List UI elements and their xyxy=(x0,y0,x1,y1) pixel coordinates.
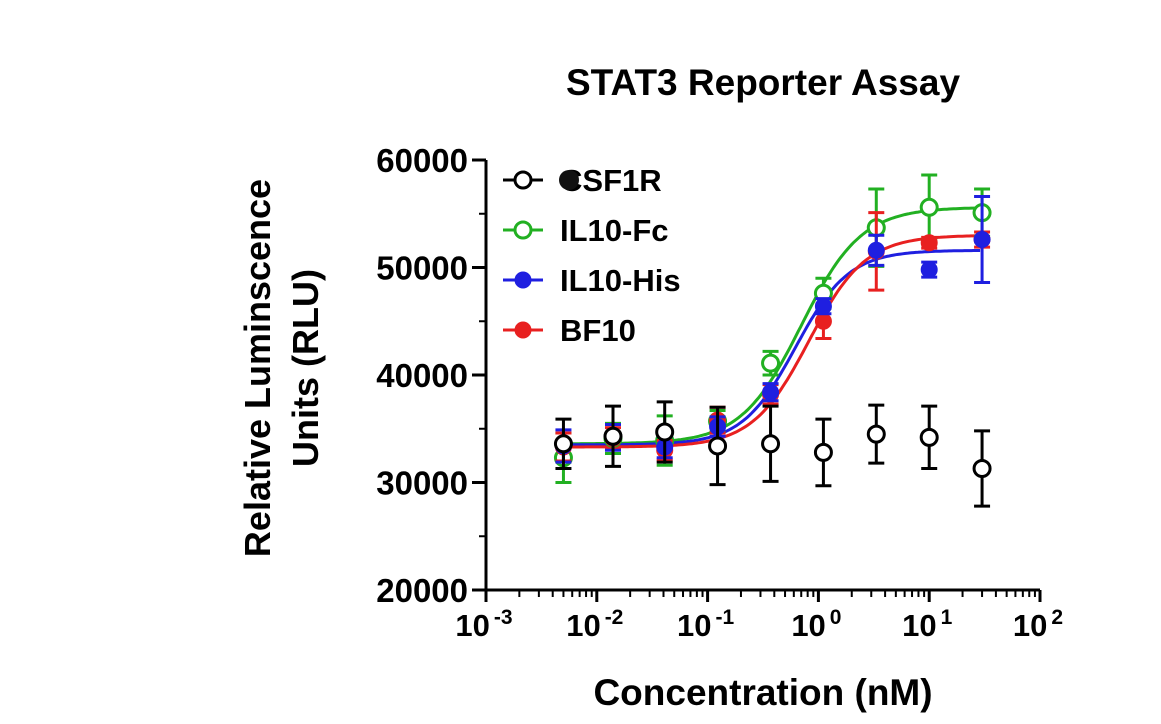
data-point xyxy=(813,442,833,462)
series-csf1r xyxy=(553,400,992,508)
axes: 20000 30000 40000 50000 60000 10 -3 10 -2 10 -1 10 0… xyxy=(376,142,1063,643)
data-point xyxy=(920,234,938,252)
x-tick-label: 10 -1 xyxy=(677,606,734,643)
legend-entry-bf10: BF10 xyxy=(503,313,636,348)
legend: CSF1R IL10-Fc IL10-His BF10 xyxy=(503,163,681,348)
x-tick-label: 10 1 xyxy=(902,606,952,643)
legend-marker xyxy=(514,271,532,289)
legend-entry-il10-his: IL10-His xyxy=(503,263,681,298)
x-tick-label: 10 -3 xyxy=(455,606,512,643)
y-tick-label: 50000 xyxy=(376,250,468,287)
x-tick-label: 10 0 xyxy=(791,606,841,643)
legend-label: BF10 xyxy=(560,313,636,348)
data-point xyxy=(919,197,939,217)
legend-artifact xyxy=(559,170,579,190)
data-points xyxy=(553,173,992,508)
legend-marker xyxy=(513,170,533,190)
x-tick-label: 10 2 xyxy=(1013,606,1063,643)
legend-marker xyxy=(513,220,533,240)
data-point xyxy=(761,434,781,454)
legend-entry-il10-fc: IL10-Fc xyxy=(503,213,669,248)
y-tick-label: 60000 xyxy=(376,142,468,179)
chart-title: STAT3 Reporter Assay xyxy=(566,62,961,103)
data-point xyxy=(762,383,780,401)
data-point xyxy=(920,261,938,279)
data-point xyxy=(761,353,781,373)
legend-marker xyxy=(514,321,532,339)
data-point xyxy=(919,427,939,447)
data-point xyxy=(973,231,991,249)
y-tick-label: 20000 xyxy=(376,572,468,609)
y-tick-label: 30000 xyxy=(376,465,468,502)
data-point xyxy=(655,422,675,442)
x-axis-label: Concentration (nM) xyxy=(593,672,932,713)
y-tick-label: 40000 xyxy=(376,357,468,394)
data-point xyxy=(814,297,832,315)
legend-label: IL10-His xyxy=(560,263,681,298)
data-point xyxy=(867,241,885,259)
legend-entry-csf1r: CSF1R xyxy=(503,163,662,198)
y-axis-label-line1: Relative Luminscence xyxy=(237,179,278,557)
legend-label: IL10-Fc xyxy=(560,213,669,248)
data-point xyxy=(603,426,623,446)
y-axis-label-line2: Units (RLU) xyxy=(285,269,326,467)
data-point xyxy=(972,459,992,479)
x-tick-label: 10 -2 xyxy=(566,606,623,643)
data-point xyxy=(866,424,886,444)
data-point xyxy=(553,434,573,454)
data-point xyxy=(814,312,832,330)
data-point xyxy=(708,436,728,456)
